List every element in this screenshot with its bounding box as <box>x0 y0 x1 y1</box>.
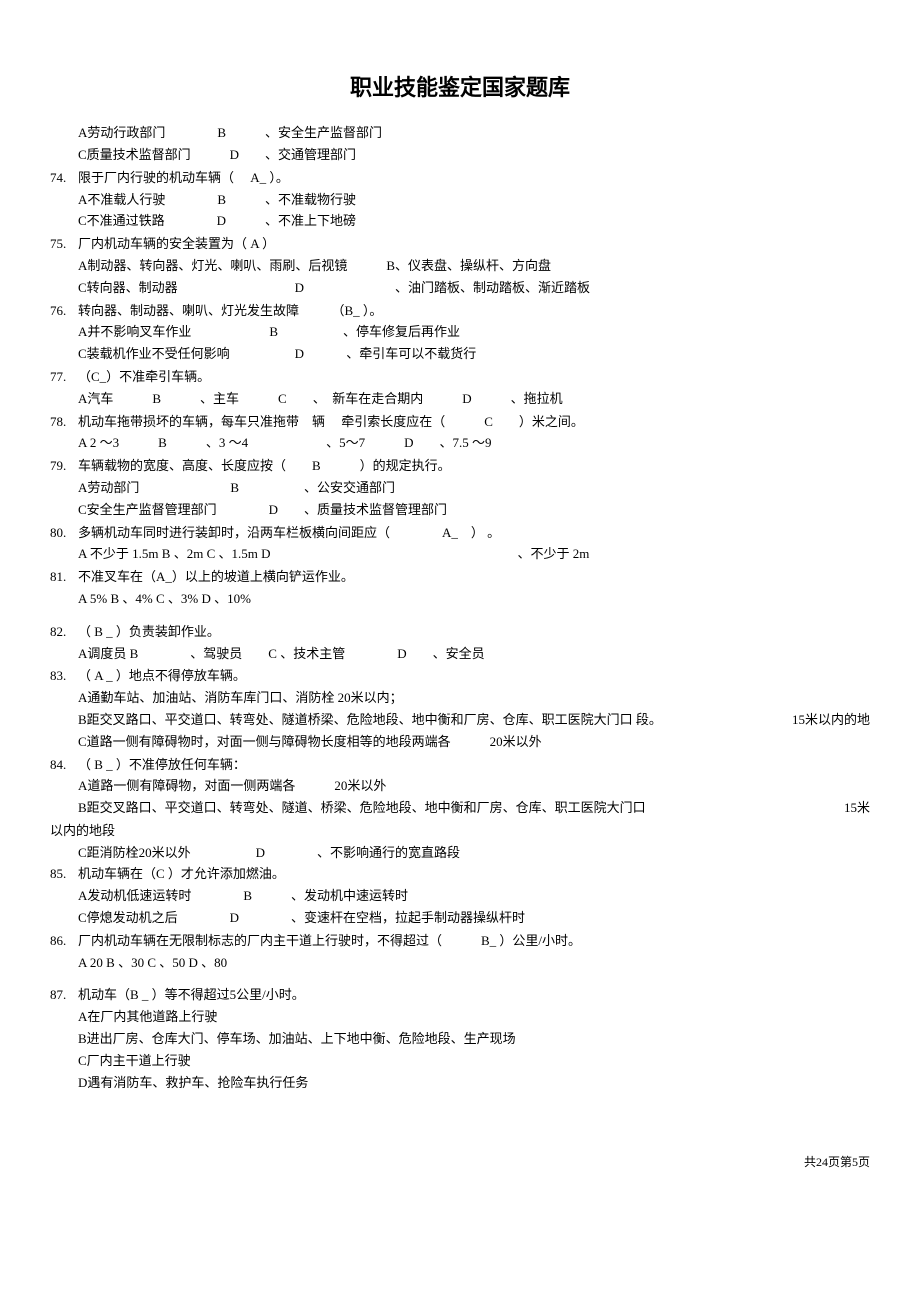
question: 80. 多辆机动车同时进行装卸时，沿两车栏板横向间距应（ A_ ） 。A 不少于 … <box>50 523 870 566</box>
question-line: C质量技术监督部门 D 、交通管理部门 <box>78 145 870 166</box>
question: 84. （ B _ ）不准停放任何车辆：A道路一侧有障碍物，对面一侧两端各 20米… <box>50 755 870 819</box>
question: 81. 不准叉车在（A_）以上的坡道上横向铲运作业。A 5% B 、4% C 、3… <box>50 567 870 610</box>
question-line: D遇有消防车、救护车、抢险车执行任务 <box>78 1073 870 1094</box>
question: A劳动行政部门 B 、安全生产监督部门C质量技术监督部门 D 、交通管理部门 <box>50 123 870 166</box>
question-number: 86. <box>50 931 66 952</box>
question-line: B距交叉路口、平交道口、转弯处、隧道、桥梁、危险地段、地中衡和厂房、仓库、职工医… <box>78 798 870 819</box>
question-line: A道路一侧有障碍物，对面一侧两端各 20米以外 <box>78 776 870 797</box>
question-number: 74. <box>50 168 66 189</box>
question-line: 机动车（B _ ）等不得超过5公里/小时。 <box>78 985 870 1006</box>
question-line: C转向器、制动器 D 、油门踏板、制动踏板、渐近踏板 <box>78 278 870 299</box>
line-right-text: 15米 <box>844 798 870 819</box>
question: 78. 机动车拖带损坏的车辆，每车只准拖带 辆 牵引索长度应在（ C ）米之间。A… <box>50 412 870 455</box>
question-line: A不准载人行驶 B 、不准载物行驶 <box>78 190 870 211</box>
question-line: A 5% B 、4% C 、3% D 、10% <box>78 589 870 610</box>
question-line: A并不影响叉车作业 B 、停车修复后再作业 <box>78 322 870 343</box>
question: 85. 机动车辆在（C ）才允许添加燃油。A发动机低速运转时 B 、发动机中速运转… <box>50 864 870 928</box>
line-text: B距交叉路口、平交道口、转弯处、隧道、桥梁、危险地段、地中衡和厂房、仓库、职工医… <box>78 800 646 815</box>
question-number: 76. <box>50 301 66 322</box>
question-line: 厂内机动车辆的安全装置为（ A ） <box>78 234 870 255</box>
question-line: A劳动部门 B 、公安交通部门 <box>78 478 870 499</box>
question-line: A 不少于 1.5m B 、2m C 、1.5m D 、不少于 2m <box>78 544 870 565</box>
question-line: （ B _ ）负责装卸作业。 <box>78 622 870 643</box>
question: 74. 限于厂内行驶的机动车辆（ A_ ）。A不准载人行驶 B 、不准载物行驶C不… <box>50 168 870 232</box>
question: 79. 车辆载物的宽度、高度、长度应按（ B ）的规定执行。A劳动部门 B 、公安… <box>50 456 870 520</box>
question-line: B进出厂房、仓库大门、停车场、加油站、上下地中衡、危险地段、生产现场 <box>78 1029 870 1050</box>
question-line: A通勤车站、加油站、消防车库门口、消防栓 20米以内； <box>78 688 870 709</box>
question-line: B距交叉路口、平交道口、转弯处、隧道桥梁、危险地段、地中衡和厂房、仓库、职工医院… <box>78 710 870 731</box>
question-line: A 20 B 、30 C 、50 D 、80 <box>78 953 870 974</box>
question-line: A 2 ～3 B 、3 ～4 、5～7 D 、7.5 ～9 <box>78 433 870 454</box>
page-title: 职业技能鉴定国家题库 <box>50 70 870 105</box>
question-line: C距消防栓20米以外 D 、不影响通行的宽直路段 <box>50 843 870 864</box>
page-footer: 共24页第5页 <box>50 1153 870 1172</box>
question-line: A劳动行政部门 B 、安全生产监督部门 <box>78 123 870 144</box>
question-line: 机动车辆在（C ）才允许添加燃油。 <box>78 864 870 885</box>
question-line: A制动器、转向器、灯光、喇叭、雨刷、后视镜 B、仪表盘、操纵杆、方向盘 <box>78 256 870 277</box>
question-line: 不准叉车在（A_）以上的坡道上横向铲运作业。 <box>78 567 870 588</box>
question-line: 转向器、制动器、喇叭、灯光发生故障 （B_ ）。 <box>78 301 870 322</box>
question-line-continuation: 以内的地段 <box>50 821 870 842</box>
line-right-text: 15米以内的地 <box>792 710 870 731</box>
question: 83. （ A _ ）地点不得停放车辆。A通勤车站、加油站、消防车库门口、消防栓 … <box>50 666 870 752</box>
question-number: 78. <box>50 412 66 433</box>
question: 77. （C_）不准牵引车辆。A汽车 B 、主车 C 、 新车在走合期内 D 、拖… <box>50 367 870 410</box>
question-line: C不准通过铁路 D 、不准上下地磅 <box>78 211 870 232</box>
question: 76. 转向器、制动器、喇叭、灯光发生故障 （B_ ）。A并不影响叉车作业 B 、… <box>50 301 870 365</box>
question-line: C厂内主干道上行驶 <box>78 1051 870 1072</box>
question-line: （ B _ ）不准停放任何车辆： <box>78 755 870 776</box>
question-line: A在厂内其他道路上行驶 <box>78 1007 870 1028</box>
question: 75. 厂内机动车辆的安全装置为（ A ）A制动器、转向器、灯光、喇叭、雨刷、后视… <box>50 234 870 298</box>
question-number: 83. <box>50 666 66 687</box>
question-line: C道路一侧有障碍物时，对面一侧与障碍物长度相等的地段两端各 20米以外 <box>78 732 870 753</box>
question-line: （C_）不准牵引车辆。 <box>78 367 870 388</box>
question-line: 机动车拖带损坏的车辆，每车只准拖带 辆 牵引索长度应在（ C ）米之间。 <box>78 412 870 433</box>
question-line: A发动机低速运转时 B 、发动机中速运转时 <box>78 886 870 907</box>
question-number: 81. <box>50 567 66 588</box>
question-line: 车辆载物的宽度、高度、长度应按（ B ）的规定执行。 <box>78 456 870 477</box>
line-text: B距交叉路口、平交道口、转弯处、隧道桥梁、危险地段、地中衡和厂房、仓库、职工医院… <box>78 712 662 727</box>
question-number: 85. <box>50 864 66 885</box>
question-line: 厂内机动车辆在无限制标志的厂内主干道上行驶时，不得超过（ B_ ）公里/小时。 <box>78 931 870 952</box>
question-line: 限于厂内行驶的机动车辆（ A_ ）。 <box>78 168 870 189</box>
question-line: 多辆机动车同时进行装卸时，沿两车栏板横向间距应（ A_ ） 。 <box>78 523 870 544</box>
question-line: A汽车 B 、主车 C 、 新车在走合期内 D 、拖拉机 <box>78 389 870 410</box>
question-number: 82. <box>50 622 66 643</box>
question: 86. 厂内机动车辆在无限制标志的厂内主干道上行驶时，不得超过（ B_ ）公里/小… <box>50 931 870 974</box>
question-number: 75. <box>50 234 66 255</box>
question: 82. （ B _ ）负责装卸作业。A调度员 B 、驾驶员 C 、技术主管 D 、… <box>50 622 870 665</box>
question-line: C停熄发动机之后 D 、变速杆在空档，拉起手制动器操纵杆时 <box>78 908 870 929</box>
question-number: 79. <box>50 456 66 477</box>
question-number: 77. <box>50 367 66 388</box>
question-line: C安全生产监督管理部门 D 、质量技术监督管理部门 <box>78 500 870 521</box>
question-line: A调度员 B 、驾驶员 C 、技术主管 D 、安全员 <box>78 644 870 665</box>
question-number: 80. <box>50 523 66 544</box>
question-line: （ A _ ）地点不得停放车辆。 <box>78 666 870 687</box>
question: 87. 机动车（B _ ）等不得超过5公里/小时。A在厂内其他道路上行驶B进出厂房… <box>50 985 870 1093</box>
question-list: A劳动行政部门 B 、安全生产监督部门C质量技术监督部门 D 、交通管理部门74… <box>50 123 870 1093</box>
question-number: 84. <box>50 755 66 776</box>
question-line: C装载机作业不受任何影响 D 、牵引车可以不载货行 <box>78 344 870 365</box>
question-number: 87. <box>50 985 66 1006</box>
